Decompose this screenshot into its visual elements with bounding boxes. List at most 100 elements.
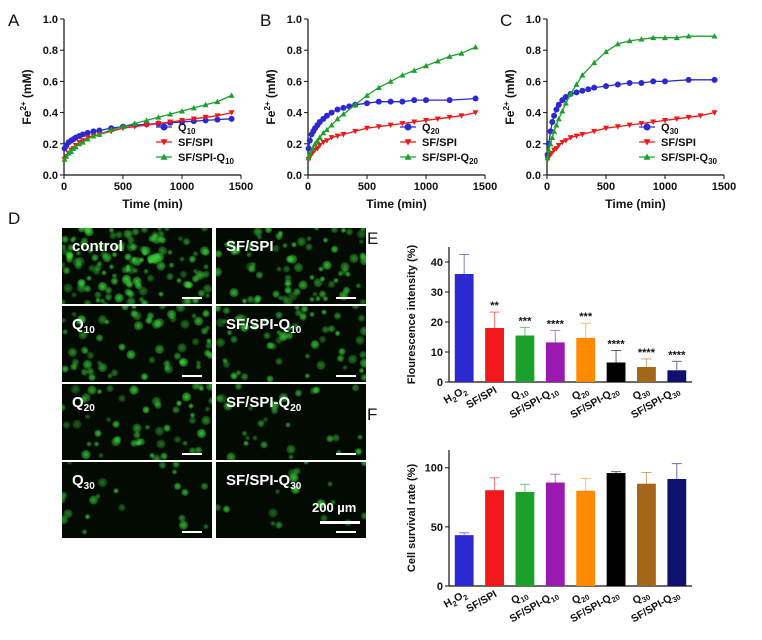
data-point <box>167 119 174 125</box>
data-point <box>458 113 465 119</box>
data-point <box>472 44 479 50</box>
data-point <box>591 59 598 66</box>
x-tick-label: 1000 <box>653 181 677 193</box>
bar <box>485 328 504 382</box>
data-point <box>626 122 633 129</box>
legend-marker <box>643 123 651 131</box>
panel-letter-B: B <box>260 11 271 30</box>
x-tick-label: 1500 <box>229 181 253 193</box>
micrograph-label: control <box>72 238 123 255</box>
legend-marker <box>404 153 412 160</box>
data-point <box>446 97 453 104</box>
bar <box>606 473 626 586</box>
bar <box>667 478 687 586</box>
x-tick-label: 0 <box>544 181 550 193</box>
data-point <box>143 122 150 129</box>
data-point <box>711 110 718 116</box>
data-point <box>84 136 91 142</box>
data-point <box>328 109 335 116</box>
data-point <box>79 131 86 138</box>
data-point <box>662 118 668 124</box>
data-point <box>638 121 645 127</box>
tile-scale-bar <box>336 297 356 299</box>
significance-mark: ** <box>490 300 499 312</box>
panel-letter-F: F <box>367 405 377 424</box>
data-point <box>579 132 586 138</box>
data-point <box>352 128 359 135</box>
y-tick-label: 0.0 <box>287 170 302 182</box>
panel-letter-E: E <box>367 229 378 248</box>
x-axis-label: Time (min) <box>122 197 182 211</box>
data-point <box>553 146 560 152</box>
data-point <box>90 133 97 139</box>
data-point <box>340 111 347 117</box>
data-point <box>472 110 479 116</box>
y-tick-label: 0.2 <box>287 139 302 151</box>
data-point <box>352 101 359 108</box>
chart-A: 0.0 0.2 0.4 0.6 0.8 1.0 0 500 1000 1500 Time (min)… <box>19 14 253 211</box>
scale-bar-label: 200 µm <box>312 500 357 515</box>
legend-marker <box>643 153 651 160</box>
chart-B: 0.0 0.2 0.4 0.6 0.8 1.0 0 500 1000 1500 Time (min)… <box>263 14 497 211</box>
y-tick-label: 0.8 <box>526 45 541 57</box>
data-point <box>375 84 382 91</box>
bar <box>667 370 687 382</box>
data-point <box>685 76 692 83</box>
x-axis-label: Time (min) <box>605 197 665 211</box>
data-point <box>711 76 718 83</box>
data-point <box>202 101 209 108</box>
bar <box>576 490 596 586</box>
data-point <box>411 97 418 104</box>
data-point <box>399 121 406 127</box>
data-point <box>328 122 335 128</box>
legend-label: SF/SPI <box>661 137 696 149</box>
legend-marker <box>643 139 651 146</box>
tile-scale-bar <box>182 453 202 455</box>
data-point <box>214 116 221 123</box>
data-point <box>603 83 609 90</box>
data-point <box>559 108 566 114</box>
y-axis-label: Flourescence intensity (%) <box>406 244 418 384</box>
micrograph-tile: SF/SPI-Q30 <box>216 462 366 538</box>
data-point <box>544 154 551 161</box>
data-point <box>190 104 197 111</box>
bar <box>454 535 474 586</box>
data-point <box>323 112 330 119</box>
micrograph-tile: Q20 <box>62 384 212 460</box>
y-tick-label: 1.0 <box>526 14 541 26</box>
data-point <box>84 129 91 136</box>
data-point <box>202 117 209 124</box>
bar <box>515 335 535 382</box>
y-tick-label: 0.2 <box>43 139 58 151</box>
data-point <box>472 95 479 102</box>
data-point <box>555 101 562 108</box>
tile-scale-bar <box>182 297 202 299</box>
data-point <box>334 133 341 139</box>
legend-label: Q30 <box>661 122 679 136</box>
data-point <box>214 98 221 105</box>
data-point <box>579 87 586 94</box>
y-tick-label: 0 <box>437 581 443 593</box>
x-tick-label: 1000 <box>414 181 438 193</box>
data-point <box>96 131 103 137</box>
data-point <box>697 113 704 119</box>
data-point <box>685 33 692 39</box>
bar <box>485 490 504 586</box>
panel-letter-A: A <box>8 11 20 30</box>
data-point <box>320 139 327 146</box>
legend-marker <box>160 139 168 146</box>
data-point <box>364 125 370 132</box>
data-point <box>387 78 394 84</box>
tile-scale-bar <box>336 375 356 377</box>
x-tick-label: 500 <box>114 181 132 193</box>
data-point <box>411 67 418 73</box>
category-label: Q30 <box>631 588 652 608</box>
category-label: Q30 <box>631 384 652 404</box>
data-point <box>72 143 79 150</box>
significance-mark: **** <box>608 339 626 351</box>
x-axis-label: Time (min) <box>366 197 426 211</box>
significance-mark: *** <box>519 315 533 327</box>
legend-marker <box>404 139 412 146</box>
bar <box>454 274 474 382</box>
legend-marker <box>404 123 412 131</box>
